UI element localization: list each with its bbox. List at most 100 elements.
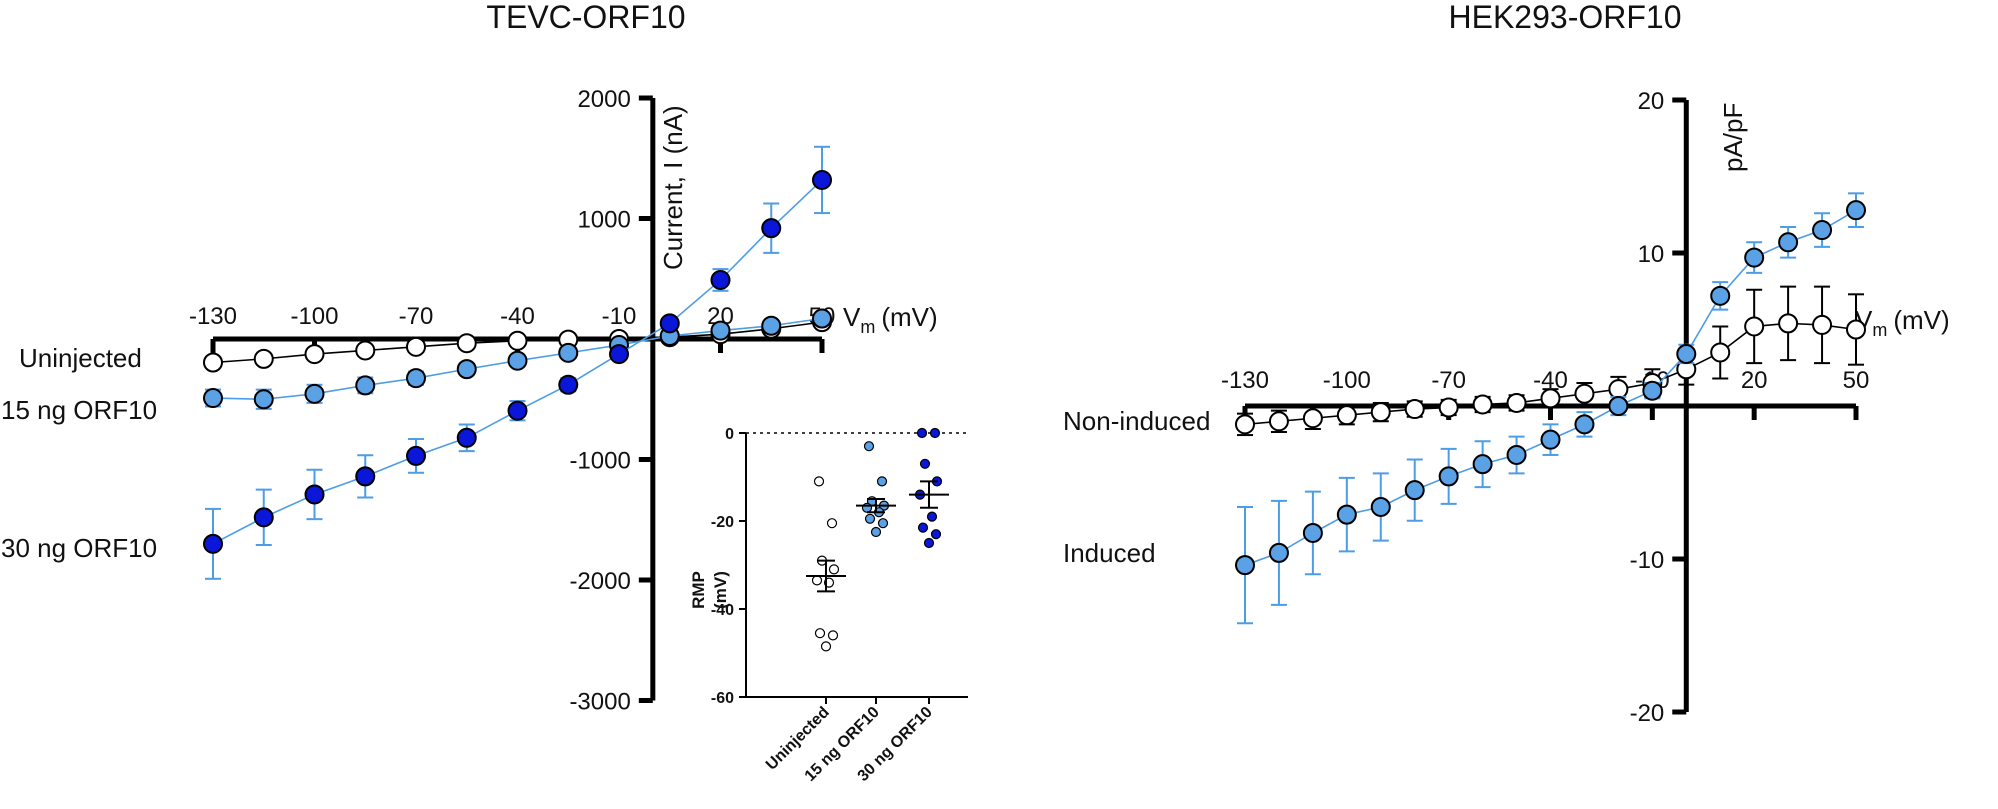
tevc_iv-series-2-point (609, 344, 629, 365)
rmp-point-1 (864, 513, 876, 524)
tevc_iv-x-tick-label: -40 (500, 303, 535, 330)
tevc_iv-y-tick-label: 1000 (577, 207, 630, 234)
tevc_iv-series-0-point (203, 352, 223, 373)
rmp-point-1 (876, 476, 888, 487)
tevc_iv-series-0-point (304, 344, 325, 365)
hek_iv-series-1-point (1438, 466, 1459, 487)
hek-iv-plot: -130-100-70-40-1020502010-10-20 (1221, 88, 1869, 727)
rmp-point-2 (926, 511, 938, 522)
tevc_iv-series-1-point (355, 375, 376, 396)
hek_iv-series-0-point (1302, 408, 1323, 429)
hek_iv-series-1-point (1642, 380, 1663, 401)
tevc_iv-series-0-point (253, 348, 274, 369)
rmp-y-tick-label: -60 (711, 690, 734, 707)
tevc_iv-series-2-point (761, 218, 782, 239)
tevc_iv-series-1-point (761, 315, 782, 336)
legend-15ng-orf10: 15 ng ORF10 (1, 395, 157, 425)
hek_iv-series-1-point (1812, 220, 1833, 241)
tevc_iv-series-2-point (558, 374, 579, 395)
legend-non-induced: Non-induced (1063, 406, 1210, 436)
tevc_iv-series-2-point (203, 533, 223, 554)
rmp-point-1 (863, 441, 875, 452)
tevc_iv-series-2-point (355, 466, 376, 487)
hek_iv-series-0-point (1608, 379, 1629, 400)
legend-induced: Induced (1063, 538, 1156, 568)
hek_iv-series-0-point (1404, 399, 1425, 420)
rmp-point-0 (828, 564, 840, 575)
hek_iv-y-tick-label: 10 (1638, 241, 1665, 268)
rmp-point-2 (916, 427, 928, 439)
hek_iv-series-0-point (1370, 402, 1391, 423)
tevc-title: TEVC-ORF10 (486, 0, 685, 35)
hek_iv-x-tick-label: 50 (1843, 367, 1870, 394)
rmp-point-2 (917, 522, 929, 533)
hek_iv-x-tick-label: 20 (1741, 367, 1768, 394)
hek_iv-series-0-point (1336, 405, 1357, 426)
tevc_iv-series-2-point (812, 169, 832, 190)
tevc_iv-series-1-point (304, 383, 325, 404)
rmp-point-0 (826, 518, 838, 529)
hek-y-axis-label: pA/pF (1718, 103, 1748, 172)
rmp-point-0 (820, 641, 832, 652)
hek_iv-x-tick-label: -130 (1221, 367, 1269, 394)
hek-x-axis-label: Vm (mV) (1855, 305, 1950, 340)
tevc_iv-series-2-point (710, 269, 731, 290)
rmp-point-0 (813, 476, 825, 487)
hek_iv-series-0-point (1574, 383, 1595, 404)
legend-uninjected: Uninjected (19, 343, 142, 373)
tevc_iv-series-2-point (253, 507, 274, 528)
hek_iv-series-1-point (1574, 414, 1595, 435)
rmp-point-2 (923, 537, 935, 549)
hek_iv-series-0-point (1812, 314, 1833, 335)
hek_iv-series-1-point (1846, 200, 1866, 221)
hek_iv-series-1-point (1710, 285, 1731, 306)
hek-title: HEK293-ORF10 (1449, 0, 1682, 35)
tevc_iv-series-1-point (456, 359, 477, 380)
tevc_iv-series-0-point (456, 333, 477, 354)
hek_iv-series-1-point (1744, 247, 1765, 268)
tevc_iv-y-tick-label: -2000 (569, 568, 630, 595)
rmp-point-2 (930, 529, 942, 540)
hek_iv-series-1-point (1404, 480, 1425, 501)
tevc_iv-series-1-point (507, 350, 528, 371)
hek_iv-y-tick-label: 20 (1638, 88, 1665, 115)
tevc_iv-x-tick-label: -100 (290, 303, 338, 330)
hek_iv-x-tick-label: -70 (1431, 367, 1466, 394)
hek_iv-series-1-point (1506, 444, 1527, 465)
hek_iv-series-0-point (1540, 388, 1561, 409)
tevc_iv-series-2-point (456, 427, 477, 448)
hek_iv-series-1-point (1336, 504, 1357, 525)
tevc-x-axis-label: Vm (mV) (843, 302, 938, 337)
hek_iv-series-1-point (1540, 429, 1561, 450)
hek_iv-y-tick-label: -20 (1630, 700, 1665, 727)
rmp-y-tick-label: 0 (725, 426, 734, 443)
tevc_iv-series-1-point (203, 388, 223, 409)
tevc_iv-series-1-point (812, 308, 832, 329)
hek_iv-series-0-point (1235, 414, 1255, 435)
rmp-point-1 (870, 526, 882, 538)
hek_iv-y-tick-label: -10 (1630, 547, 1665, 574)
tevc_iv-series-0-point (507, 330, 528, 351)
tevc_iv-series-0-point (406, 336, 426, 357)
hek_iv-series-0-point (1472, 394, 1493, 415)
hek_iv-series-0-point (1744, 316, 1765, 337)
hek_iv-series-1-point (1268, 542, 1289, 563)
rmp-point-0 (811, 575, 823, 586)
tevc_iv-x-tick-label: -70 (399, 303, 434, 330)
hek_iv-x-tick-label: -100 (1323, 367, 1371, 394)
rmp-point-2 (919, 458, 931, 469)
tevc-y-axis-label: Current, I (nA) (658, 105, 688, 270)
tevc_iv-series-2-point (304, 484, 325, 505)
rmp-point-2 (929, 427, 941, 439)
tevc_iv-y-tick-label: -1000 (569, 448, 630, 475)
rmp-y-tick-label: -20 (711, 514, 734, 531)
tevc_iv-series-1-point (558, 342, 579, 363)
tevc_iv-y-tick-label: 2000 (577, 86, 630, 113)
hek_iv-series-1-point (1676, 343, 1697, 364)
tevc_iv-series-1-point (253, 389, 274, 410)
rmp-y-tick-label: -40 (711, 602, 734, 619)
tevc_iv-series-2-point (507, 400, 528, 421)
tevc_iv-series-1-point (406, 368, 426, 389)
hek_iv-series-0-point (1268, 411, 1289, 432)
